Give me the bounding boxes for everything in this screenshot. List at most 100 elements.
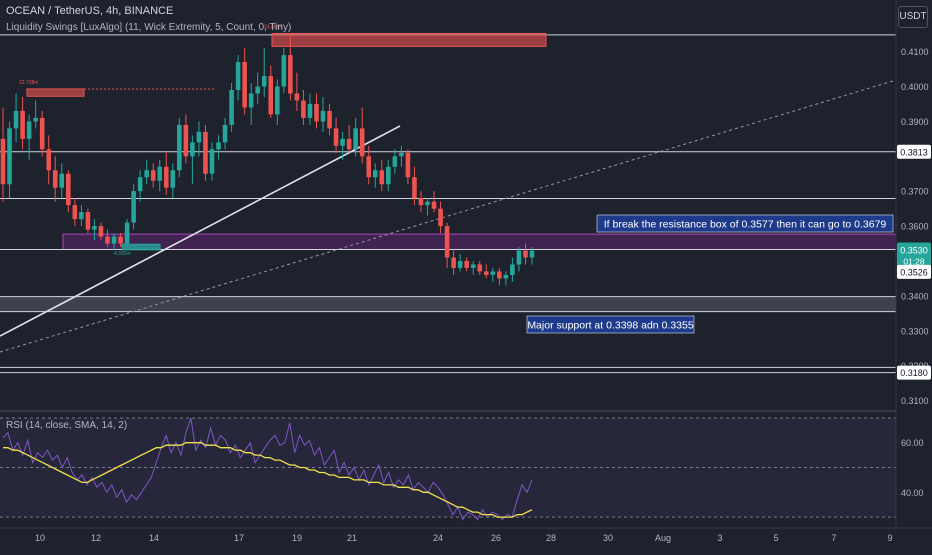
candle-body[interactable] xyxy=(359,128,365,157)
price-pane[interactable]: 24.868K 22.728m 4.382m If break the resista… xyxy=(0,24,897,374)
candle-body[interactable] xyxy=(137,177,143,192)
resistance-zone[interactable] xyxy=(62,233,897,250)
candle-body[interactable] xyxy=(379,170,385,185)
candle-body[interactable] xyxy=(190,142,195,157)
price-level-badge[interactable] xyxy=(897,264,931,279)
candle-body[interactable] xyxy=(314,103,319,122)
candle-body[interactable] xyxy=(0,138,6,185)
symbol-title[interactable]: OCEAN / TetherUS, 4h, BINANCE xyxy=(6,5,174,17)
candle-body[interactable] xyxy=(399,152,404,157)
candle-body[interactable] xyxy=(320,110,326,122)
candle-body[interactable] xyxy=(222,124,228,143)
candle-body[interactable] xyxy=(144,170,149,178)
candle-body[interactable] xyxy=(242,62,247,108)
time-scale[interactable]: 10 12 14 17 19 21 24 26 28 30 Aug 3 5 7 9 xyxy=(35,533,893,543)
candle-body[interactable] xyxy=(72,205,78,220)
solid-trendline[interactable] xyxy=(0,125,401,337)
candle-body[interactable] xyxy=(516,250,522,265)
candle-body[interactable] xyxy=(464,260,469,268)
candle-body[interactable] xyxy=(327,110,332,129)
candle-body[interactable] xyxy=(131,191,136,223)
candle-body[interactable] xyxy=(392,156,398,167)
candle-body[interactable] xyxy=(425,201,430,206)
candle-body[interactable] xyxy=(372,170,378,178)
candle-body[interactable] xyxy=(248,93,254,108)
candle-body[interactable] xyxy=(275,86,280,115)
candle-body[interactable] xyxy=(59,173,65,188)
candle-body[interactable] xyxy=(196,131,202,143)
liquidity-box[interactable] xyxy=(26,88,85,97)
candle-body[interactable] xyxy=(333,128,339,146)
candle-body[interactable] xyxy=(209,149,215,174)
current-price-badge[interactable] xyxy=(897,242,931,269)
candle-body[interactable] xyxy=(510,264,515,275)
candle-body[interactable] xyxy=(39,117,45,150)
candle-body[interactable] xyxy=(105,236,110,244)
candle-body[interactable] xyxy=(470,264,476,268)
rsi-ma-line[interactable] xyxy=(3,442,533,518)
support-zone[interactable] xyxy=(0,296,896,312)
candle-body[interactable] xyxy=(216,142,221,150)
liquidity-box[interactable] xyxy=(271,32,547,47)
candle-body[interactable] xyxy=(229,90,234,125)
candle-body[interactable] xyxy=(177,124,182,171)
candle-body[interactable] xyxy=(418,198,424,206)
candle-body[interactable] xyxy=(490,271,496,275)
candle-body[interactable] xyxy=(353,128,358,150)
candle-body[interactable] xyxy=(170,170,176,188)
candle-body[interactable] xyxy=(255,86,260,94)
candle-body[interactable] xyxy=(13,110,19,129)
candle-body[interactable] xyxy=(294,93,300,101)
candle-body[interactable] xyxy=(451,257,456,268)
annotation-callout[interactable] xyxy=(526,315,695,334)
candle-body[interactable] xyxy=(52,170,58,188)
indicator-title[interactable]: Liquidity Swings [LuxAlgo] (11, Wick Ext… xyxy=(6,22,292,33)
candle-body[interactable] xyxy=(431,201,437,209)
candle-body[interactable] xyxy=(124,222,130,244)
candle-body[interactable] xyxy=(261,76,267,87)
candle-body[interactable] xyxy=(157,166,163,181)
candle-body[interactable] xyxy=(7,128,12,185)
dashed-trendline[interactable] xyxy=(0,79,897,353)
candle-body[interactable] xyxy=(26,121,32,139)
candle-body[interactable] xyxy=(301,100,306,118)
candle-body[interactable] xyxy=(203,131,208,174)
candle-body[interactable] xyxy=(33,117,38,122)
candle-body[interactable] xyxy=(477,264,483,272)
candle-body[interactable] xyxy=(111,236,117,244)
candle-body[interactable] xyxy=(340,138,345,146)
candle-body[interactable] xyxy=(235,62,241,90)
candle-body[interactable] xyxy=(268,76,274,115)
price-level-badge[interactable] xyxy=(897,144,931,159)
candle-body[interactable] xyxy=(483,271,489,275)
candle-body[interactable] xyxy=(118,236,123,244)
candle-body[interactable] xyxy=(366,156,372,178)
candle-body[interactable] xyxy=(79,212,84,220)
candle-body[interactable] xyxy=(529,250,535,258)
candle-body[interactable] xyxy=(412,177,417,199)
currency-button[interactable]: USDT xyxy=(898,6,928,28)
annotation-callout[interactable] xyxy=(596,214,894,233)
candle-body[interactable] xyxy=(288,55,293,94)
candle-body[interactable] xyxy=(85,212,91,230)
candle-body[interactable] xyxy=(163,166,169,188)
candle-body[interactable] xyxy=(281,55,287,87)
candle-body[interactable] xyxy=(307,103,313,118)
candle-body[interactable] xyxy=(183,124,189,157)
candle-body[interactable] xyxy=(503,274,509,279)
candle-body[interactable] xyxy=(386,166,391,185)
candle-body[interactable] xyxy=(523,250,528,258)
liquidity-box[interactable] xyxy=(121,243,161,251)
candle-body[interactable] xyxy=(66,173,71,206)
candle-body[interactable] xyxy=(92,226,97,230)
candle-body[interactable] xyxy=(20,110,25,139)
candle-body[interactable] xyxy=(150,170,156,181)
candle-body[interactable] xyxy=(405,152,411,178)
rsi-pane[interactable] xyxy=(0,417,896,521)
candle-body[interactable] xyxy=(98,226,104,237)
candle-body[interactable] xyxy=(444,226,450,258)
rsi-line[interactable] xyxy=(2,417,533,521)
candle-body[interactable] xyxy=(346,138,352,150)
